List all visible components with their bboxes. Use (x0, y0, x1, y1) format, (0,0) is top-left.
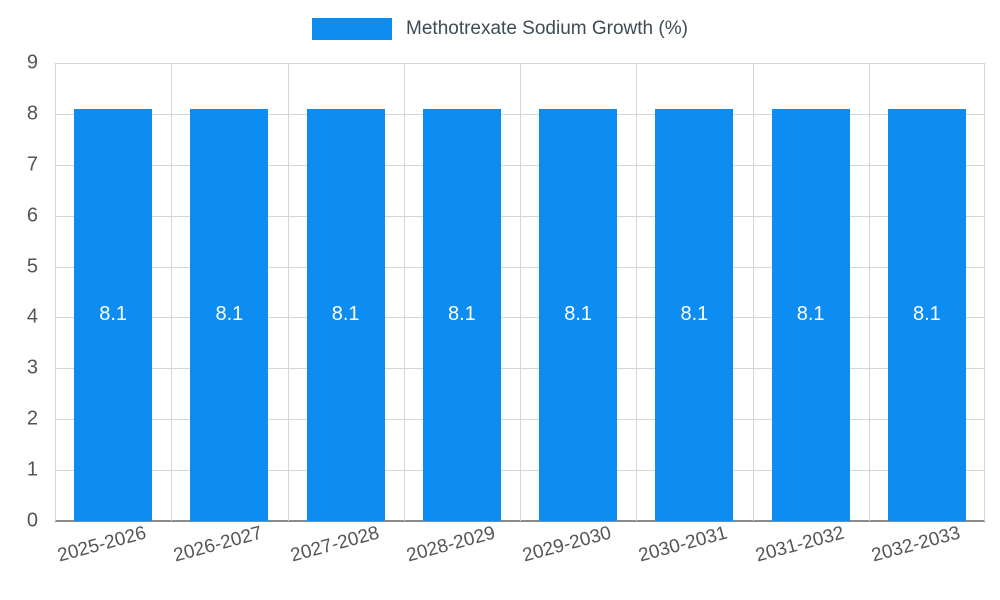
bar-value-label: 8.1 (215, 303, 244, 326)
bar: 8.1 (539, 108, 618, 521)
bar-value-label: 8.1 (447, 303, 476, 326)
vertical-gridline (287, 63, 289, 521)
bar: 8.1 (655, 108, 734, 521)
bar-value-label: 8.1 (680, 303, 709, 326)
vertical-gridline (403, 63, 405, 521)
x-axis-baseline (55, 520, 985, 522)
y-tick-label: 9 (26, 51, 38, 74)
x-tick-label: 2031-2032 (752, 522, 847, 567)
bar: 8.1 (190, 108, 269, 521)
x-tick-label: 2025-2026 (55, 522, 149, 567)
x-tick-label: 2030-2031 (636, 522, 730, 567)
bar: 8.1 (887, 108, 966, 521)
x-tick-label: 2029-2030 (520, 522, 614, 567)
vertical-gridline (171, 63, 173, 521)
bar: 8.1 (74, 108, 153, 521)
vertical-gridline (868, 63, 870, 521)
x-tick-label: 2032-2033 (869, 522, 963, 567)
vertical-gridline (520, 63, 521, 521)
vertical-gridline (984, 63, 985, 521)
y-tick-label: 1 (26, 458, 38, 481)
bar: 8.1 (422, 108, 501, 521)
y-tick-label: 4 (26, 305, 38, 328)
y-tick-label: 5 (26, 255, 38, 278)
bar-value-label: 8.1 (912, 303, 941, 326)
vertical-gridline (55, 63, 56, 521)
legend-swatch (312, 18, 393, 40)
y-tick-label: 3 (26, 356, 38, 379)
legend-label: Methotrexate Sodium Growth (%) (406, 18, 688, 39)
bar-value-label: 8.1 (796, 303, 825, 326)
y-tick-label: 2 (26, 407, 38, 430)
x-tick-label: 2026-2027 (171, 522, 265, 567)
x-tick-label: 2028-2029 (404, 522, 498, 567)
y-tick-label: 0 (26, 509, 38, 532)
bar-value-label: 8.1 (564, 303, 593, 326)
y-tick-label: 6 (26, 204, 38, 227)
x-tick-label: 2027-2028 (287, 522, 382, 567)
bar-value-label: 8.1 (331, 303, 360, 326)
vertical-gridline (752, 63, 754, 521)
plot-area: 8.1 8.1 8.1 8.1 8.1 8.1 8.1 8.1 (55, 63, 985, 522)
vertical-gridline (636, 63, 638, 521)
y-tick-label: 7 (26, 153, 38, 176)
y-tick-label: 8 (26, 102, 38, 125)
chart-legend: Methotrexate Sodium Growth (%) (0, 18, 1000, 40)
bar-value-label: 8.1 (99, 303, 128, 326)
bar: 8.1 (771, 108, 850, 521)
bar: 8.1 (306, 108, 385, 521)
